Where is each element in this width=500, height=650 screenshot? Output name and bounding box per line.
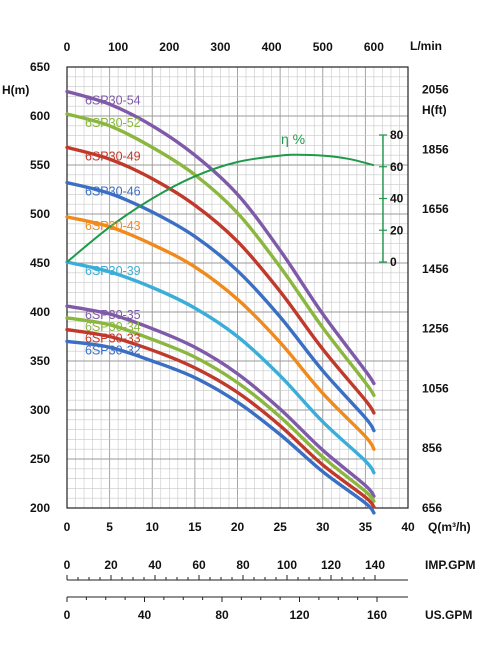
curve-6sp30-34 [65,316,376,503]
us-gpm-tick-label: 80 [215,608,229,622]
curve-label: 6SP30-33 [85,332,141,346]
bottom-axis-unit: Q(m³/h) [428,520,471,534]
imp-gpm-tick-label: 20 [104,558,118,572]
bottom-tick-label: 35 [359,520,373,534]
imp-gpm-unit: IMP.GPM [425,558,475,572]
top-tick-label: 0 [64,40,71,54]
left-tick-label: 650 [30,60,50,74]
us-gpm-tick-label: 120 [289,608,309,622]
curve-label: 6SP30-34 [85,320,141,334]
right-tick-label: 1656 [422,202,449,216]
curve-6sp30-49 [65,145,376,415]
imp-gpm-tick-label: 120 [321,558,341,572]
top-axis-ticks: 0 100 200 300 400 500 600 [64,40,385,54]
curve-label: 6SP30-54 [85,94,141,108]
curve-6sp30-43 [65,215,376,451]
right-tick-label: 1056 [422,381,449,395]
efficiency-axis: 0 20 40 60 80 [379,128,404,269]
plot-frame [66,66,409,509]
curve-label: 6SP30-35 [85,308,141,322]
us-gpm-tick-label: 40 [138,608,152,622]
grid [67,67,408,508]
right-tick-label: 1856 [422,142,449,156]
left-tick-label: 300 [30,403,50,417]
efficiency-tick-label: 0 [390,255,397,269]
efficiency-tick-label: 40 [390,192,404,206]
efficiency-tick-label: 60 [390,160,404,174]
efficiency-tick-label: 20 [390,223,404,237]
right-tick-label: 2056 [422,83,449,97]
imp-gpm-tick-label: 100 [277,558,297,572]
right-axis-ticks: 656 856 1056 1256 1456 1656 1856 2056 [422,83,449,515]
left-tick-label: 500 [30,207,50,221]
top-tick-label: 300 [210,40,230,54]
left-tick-label: 550 [30,158,50,172]
bottom-tick-label: 30 [316,520,330,534]
efficiency-label: η % [281,131,305,147]
bottom-tick-label: 5 [106,520,113,534]
top-tick-label: 200 [159,40,179,54]
curve-6sp30-35 [65,304,376,498]
bottom-tick-label: 25 [273,520,287,534]
curve-6sp30-39 [65,260,376,475]
left-axis-unit: H(m) [2,83,29,97]
curve-label: 6SP30-46 [85,185,141,199]
bottom-tick-label: 15 [188,520,202,534]
right-tick-label: 656 [422,501,442,515]
efficiency-curve-group [66,153,375,263]
left-tick-label: 600 [30,109,50,123]
right-tick-label: 856 [422,441,442,455]
imp-gpm-tick-label: 60 [192,558,206,572]
curve-6sp30-52 [65,112,376,397]
imp-gpm-tick-label: 0 [64,558,71,572]
curve-6sp30-32 [65,339,376,515]
right-tick-label: 1456 [422,262,449,276]
imp-gpm-axis: 0 20 40 60 80 100 120 140 IMP.GPM [64,558,475,581]
curve-6sp30-54 [65,89,376,386]
imp-gpm-tick-label: 80 [236,558,250,572]
imp-gpm-tick-label: 40 [148,558,162,572]
left-tick-label: 400 [30,305,50,319]
imp-gpm-tick-label: 140 [365,558,385,572]
left-tick-label: 350 [30,354,50,368]
top-tick-label: 400 [262,40,282,54]
curve-label: 6SP30-49 [85,149,141,163]
left-tick-label: 250 [30,452,50,466]
right-tick-label: 1256 [422,322,449,336]
curve-6sp30-33 [65,327,376,509]
top-axis-unit: L/min [410,39,442,53]
top-tick-label: 600 [364,40,384,54]
left-tick-label: 450 [30,256,50,270]
head-curves [65,89,376,515]
left-axis-ticks: 200 250 300 350 400 450 500 550 600 650 [30,60,50,515]
top-tick-label: 100 [108,40,128,54]
curve-label: 6SP30-43 [85,219,141,233]
us-gpm-tick-label: 160 [367,608,387,622]
bottom-tick-label: 20 [231,520,245,534]
left-tick-label: 200 [30,501,50,515]
bottom-tick-label: 10 [146,520,160,534]
bottom-tick-label: 40 [401,520,415,534]
bottom-tick-label: 0 [64,520,71,534]
us-gpm-axis: 0 40 80 120 160 US.GPM [64,596,472,622]
bottom-axis-ticks: 0 5 10 15 20 25 30 35 40 [64,520,415,534]
top-tick-label: 500 [313,40,333,54]
curve-label: 6SP30-39 [85,264,141,278]
curve-6sp30-46 [65,180,376,433]
efficiency-curve [66,153,375,263]
us-gpm-tick-label: 0 [64,608,71,622]
curve-label: 6SP30-52 [85,116,141,130]
efficiency-tick-label: 80 [390,128,404,142]
curve-label: 6SP30-32 [85,343,141,357]
right-axis-unit: H(ft) [422,103,447,117]
us-gpm-unit: US.GPM [425,608,472,622]
curve-labels: 6SP30-54 6SP30-52 6SP30-49 6SP30-46 6SP30-43… [85,94,141,358]
